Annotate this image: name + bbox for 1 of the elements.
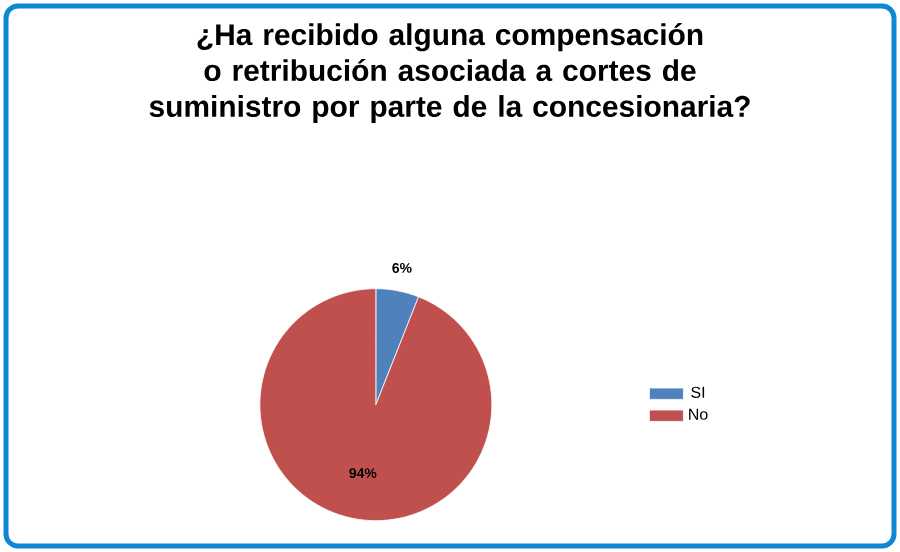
chart-title: ¿Ha recibido alguna compensación o retribución asociada a cortes de suministro por parte de la concesionaria? [149, 23, 750, 123]
